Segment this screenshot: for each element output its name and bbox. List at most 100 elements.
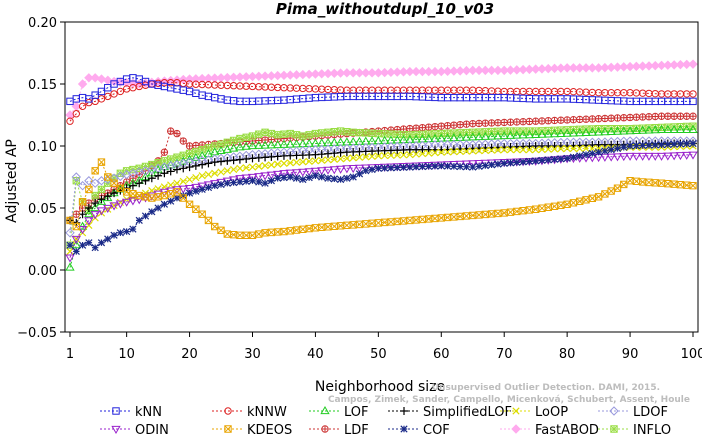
data-point-loop: [582, 144, 590, 153]
legend-item-inflo: INFLO: [598, 423, 671, 434]
data-point-kdeos: [236, 231, 244, 239]
legend-label-ldf: LDF: [344, 423, 369, 434]
data-point-cof: [85, 239, 93, 247]
legend-marker-knn: [112, 407, 120, 415]
data-point-ldf: [487, 119, 496, 127]
data-point-ldf: [443, 122, 452, 130]
data-point-ldf: [519, 118, 527, 126]
data-point-kdeos: [613, 184, 622, 192]
data-point-cof: [399, 163, 408, 171]
data-point-loop: [406, 151, 414, 159]
data-point-loop: [425, 149, 433, 157]
data-point-cof: [179, 191, 187, 200]
data-point-cof: [299, 175, 307, 184]
data-point-odin: [317, 167, 327, 176]
data-point-loop: [292, 158, 301, 166]
data-point-fastabod: [505, 65, 516, 75]
x-tick-label: 70: [496, 347, 513, 362]
data-point-lof: [688, 124, 698, 133]
data-point-loop: [280, 159, 288, 167]
data-point-fastabod: [77, 79, 88, 89]
data-point-loop: [349, 154, 357, 162]
data-point-fastabod: [342, 68, 352, 78]
data-point-fastabod: [291, 70, 302, 80]
data-point-loop: [311, 157, 320, 165]
data-point-odin: [84, 217, 94, 226]
data-point-simplifiedlof: [141, 176, 150, 185]
data-point-loop: [519, 146, 527, 154]
legend-item-fastabod: FastABOD: [500, 423, 599, 434]
data-point-inflo: [362, 129, 370, 137]
data-point-fastabod: [581, 63, 591, 73]
data-point-kdeos: [525, 206, 534, 214]
data-point-fastabod: [430, 66, 440, 77]
data-point-simplifiedlof: [223, 156, 232, 165]
data-point-odin: [103, 204, 113, 214]
data-point-loop: [387, 151, 395, 160]
data-point-ldf: [160, 148, 169, 156]
data-point-lof: [537, 129, 547, 138]
data-point-fastabod: [228, 72, 239, 83]
data-point-kdeos: [601, 190, 609, 198]
data-point-fastabod: [241, 72, 251, 82]
data-point-loop: [500, 146, 508, 154]
data-point-fastabod: [468, 65, 478, 76]
data-point-ldf: [255, 136, 263, 145]
data-point-fastabod: [90, 73, 100, 83]
data-point-inflo: [305, 131, 313, 139]
data-point-inflo: [116, 169, 125, 177]
data-point-simplifiedlof: [128, 181, 137, 190]
data-point-fastabod: [392, 67, 402, 77]
data-point-ldf: [632, 113, 641, 121]
data-point-loop: [286, 159, 294, 167]
x-tick-label: 10: [118, 347, 135, 362]
data-point-loop: [305, 157, 313, 166]
data-point-fastabod: [417, 66, 428, 77]
data-point-ldf: [601, 114, 609, 123]
data-point-cof: [104, 235, 112, 243]
data-point-fastabod: [543, 63, 553, 74]
data-point-kdeos: [544, 203, 552, 211]
data-point-odin: [241, 174, 251, 183]
data-point-lof: [581, 127, 591, 136]
data-point-lof: [241, 141, 251, 150]
data-point-loop: [544, 145, 552, 153]
data-point-simplifiedlof: [242, 155, 251, 164]
legend-marker-simplifiedlof: [400, 407, 408, 415]
data-point-fastabod: [461, 65, 472, 76]
x-tick-label: 100: [681, 347, 702, 362]
data-point-lof: [531, 129, 541, 138]
data-point-lof: [512, 130, 522, 139]
legend-marker-odin: [111, 425, 121, 434]
data-point-cof: [683, 140, 691, 148]
data-point-cof: [525, 157, 534, 166]
data-point-odin: [637, 152, 648, 161]
data-point-odin: [468, 160, 478, 169]
legend: kNN kNNW LOF SimplifiedLOF LoOP LDOF ODIN KDEOS…: [100, 405, 671, 434]
data-point-cof: [123, 227, 131, 236]
data-point-lof: [593, 127, 604, 136]
data-point-ldf: [645, 113, 653, 121]
data-point-fastabod: [203, 73, 214, 84]
data-point-cof: [381, 164, 389, 172]
data-point-loop: [481, 146, 489, 155]
data-point-cof: [664, 140, 672, 149]
data-point-lof: [266, 140, 277, 149]
data-point-loop: [381, 152, 389, 160]
data-point-simplifiedlof: [204, 159, 213, 168]
data-point-fastabod: [310, 69, 321, 79]
legend-item-knn: kNN: [100, 405, 162, 420]
data-point-fastabod: [499, 65, 509, 76]
data-point-kdeos: [280, 227, 288, 236]
data-point-ldof: [71, 172, 82, 182]
data-point-fastabod: [449, 66, 459, 76]
data-point-inflo: [255, 130, 263, 138]
data-point-ldf: [613, 114, 622, 122]
data-point-ldf: [588, 115, 597, 123]
legend-marker-knnw: [224, 407, 232, 415]
data-point-cof: [594, 148, 603, 156]
data-point-odin: [323, 166, 333, 175]
data-point-cof: [141, 212, 150, 220]
series-cof: [66, 139, 697, 256]
data-point-simplifiedlof: [229, 156, 238, 165]
